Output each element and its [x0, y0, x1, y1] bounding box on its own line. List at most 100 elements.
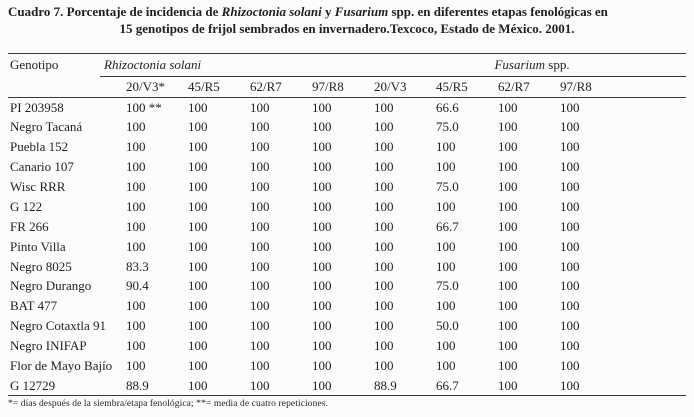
value-cell: 100	[436, 358, 456, 374]
value-cell: 100	[250, 119, 270, 135]
value-cell: 100	[312, 198, 332, 214]
value-cell: 100	[188, 358, 208, 374]
value-cell: 100	[250, 298, 270, 314]
value-cell: 100	[560, 338, 580, 354]
value-cell: 100	[498, 159, 518, 175]
value-cell: 100	[312, 318, 332, 334]
caption-text-pre: Cuadro 7. Porcentaje de incidencia de	[8, 4, 222, 19]
value-cell: 100	[126, 218, 146, 234]
value-cell: 100	[374, 318, 394, 334]
stage-header-r-20v3: 20/V3*	[100, 76, 165, 98]
value-cell: 100	[560, 139, 580, 155]
value-cell: 75.0	[436, 119, 459, 135]
genotype-cell: G 12729	[10, 377, 56, 393]
value-cell: 100	[436, 338, 456, 354]
genotype-cell: Negro INIFAP	[10, 338, 87, 354]
table-row: Negro Durango 90.4 100 100 100 100 75.0 100 100	[8, 277, 686, 297]
value-cell: 100	[436, 298, 456, 314]
value-cell: 100	[436, 238, 456, 254]
value-cell: 100	[188, 298, 208, 314]
value-cell: 100	[498, 258, 518, 274]
value-cell: 100	[498, 298, 518, 314]
value-cell: 100	[498, 358, 518, 374]
value-cell: 100	[436, 139, 456, 155]
caption-text-post: spp. en diferentes etapas fenológicas en	[388, 4, 608, 19]
value-cell: 100	[188, 218, 208, 234]
caption-line-2: 15 genotipos de frijol sembrados en inve…	[119, 20, 575, 36]
stage-header-f-97r8: 97/R8	[534, 76, 687, 98]
table-row: Negro INIFAP 100 100 100 100 100 100 100 100	[8, 336, 686, 356]
table-row: Pinto Villa 100 100 100 100 100 100 100 100	[8, 237, 686, 257]
value-cell: 100	[498, 119, 518, 135]
value-cell: 100	[250, 198, 270, 214]
group-header-row: Genotipo Rhizoctonia solani Fusarium spp…	[8, 53, 687, 98]
stage-header-r-45r5: 45/R5	[162, 76, 224, 98]
value-cell: 100	[250, 99, 270, 115]
genotype-cell: Negro Durango	[10, 278, 92, 294]
table-row: G 12729 88.9 100 100 100 88.9 66.7 100 100	[8, 376, 686, 396]
value-cell: 100	[560, 159, 580, 175]
value-cell: 100	[498, 139, 518, 155]
table-row: Flor de Mayo Bajío 100 100 100 100 100 100 100 1…	[8, 356, 686, 376]
value-cell: 100	[312, 258, 332, 274]
value-cell: 100	[436, 198, 456, 214]
value-cell: 100	[188, 238, 208, 254]
value-cell: 50.0	[436, 318, 459, 334]
value-cell: 100	[312, 159, 332, 175]
value-cell: 100	[312, 238, 332, 254]
value-cell: 100	[498, 338, 518, 354]
value-cell: 100	[126, 198, 146, 214]
genotype-cell: Negro Tacaná	[10, 119, 83, 135]
value-cell: 100	[498, 99, 518, 115]
value-cell: 75.0	[436, 278, 459, 294]
value-cell: 100	[374, 99, 394, 115]
value-cell: 100	[560, 318, 580, 334]
stage-header-r-62r7: 62/R7	[224, 76, 286, 98]
table-row: Puebla 152 100 100 100 100 100 100 100 100	[8, 137, 686, 157]
genotype-cell: Canario 107	[10, 159, 74, 175]
value-cell: 100	[498, 318, 518, 334]
value-cell: 90.4	[126, 278, 149, 294]
value-cell: 75.0	[436, 179, 459, 194]
value-cell: 66.6	[436, 99, 459, 115]
stage-header-r-97r8: 97/R8	[286, 76, 349, 98]
value-cell: 100	[560, 198, 580, 214]
value-cell: 100	[188, 278, 208, 294]
table-row: FR 266 100 100 100 100 100 66.7 100 100	[8, 217, 686, 237]
stage-header-f-45r5: 45/R5	[410, 76, 473, 98]
value-cell: 88.9	[374, 377, 397, 393]
caption-species-rhizoctonia: Rhizoctonia solani	[221, 4, 322, 19]
value-cell: 100	[560, 179, 580, 194]
value-cell: 100	[250, 139, 270, 155]
table-row: Negro 8025 83.3 100 100 100 100 100 100 100	[8, 257, 686, 277]
value-cell: 100	[126, 179, 146, 194]
value-cell: 100	[436, 258, 456, 274]
value-cell: 100	[126, 238, 146, 254]
value-cell: 100	[312, 298, 332, 314]
value-cell: 100	[126, 119, 146, 135]
value-cell: 100	[126, 358, 146, 374]
value-cell: 100	[188, 377, 208, 393]
value-cell: 100	[374, 198, 394, 214]
value-cell: 100	[188, 99, 208, 115]
stage-header-row: 20/V3* 45/R5 62/R7 97/R8 20/V3 45/R5 62/…	[8, 76, 687, 98]
fusarium-label: Fusarium	[494, 57, 546, 72]
value-cell: 100 **	[126, 99, 162, 115]
group-header-fusarium: Fusarium spp.	[348, 53, 687, 77]
value-cell: 100	[374, 179, 394, 194]
value-cell: 100	[560, 258, 580, 274]
table-row: Wisc RRR 100 100 100 100 100 75.0 100 100	[8, 177, 686, 197]
value-cell: 100	[374, 238, 394, 254]
value-cell: 100	[560, 358, 580, 374]
table-row: Negro Cotaxtla 91 100 100 100 100 100 50.0 100 1…	[8, 316, 686, 336]
value-cell: 100	[188, 198, 208, 214]
value-cell: 100	[498, 238, 518, 254]
value-cell: 100	[498, 179, 518, 194]
genotype-cell: FR 266	[10, 218, 49, 234]
genotype-cell: Pinto Villa	[10, 238, 66, 254]
table-row: BAT 477 100 100 100 100 100 100 100 100	[8, 296, 686, 316]
fusarium-suffix: spp.	[545, 57, 570, 72]
value-cell: 100	[188, 119, 208, 135]
footnote: *= días después de la siembra/etapa feno…	[8, 399, 329, 410]
